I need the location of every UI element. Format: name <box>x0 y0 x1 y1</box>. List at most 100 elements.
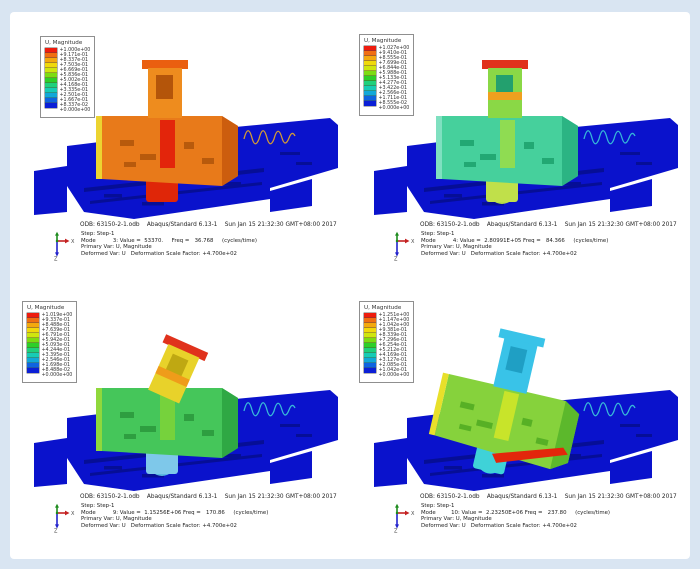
legend-rows: +1.000e+00 +9.171e-01 +8.337e-01 +7.503e… <box>45 48 90 113</box>
legend-color-swatch <box>45 58 57 63</box>
viewport-caption: ODB: 63150-2-1.odb Abaqus/Standard 6.13-… <box>10 222 350 261</box>
legend-row: +1.147e+00 <box>364 318 409 323</box>
legend-value: +1.251e+00 <box>378 313 410 318</box>
legend-value: +8.337e-01 <box>59 58 89 63</box>
odb-info: ODB: 63150-2-1.odb Abaqus/Standard 6.13-… <box>80 494 337 500</box>
legend-row: +2.566e-01 <box>364 91 409 96</box>
step-line: Step: Step-1 <box>421 503 455 509</box>
legend-value: +8.555e-01 <box>378 56 408 61</box>
legend-row: +6.254e-01 <box>364 343 409 348</box>
step-info: Step: Step-1 Mode 3: Value = 53370. Freq… <box>81 231 257 257</box>
legend-color-swatch <box>364 333 376 338</box>
machine-head <box>428 328 580 475</box>
legend-row: +1.019e+00 <box>27 313 72 318</box>
viewport-quadrant-4: U, Magnitude +1.251e+00 +1.147e+00 +1.04… <box>350 284 690 557</box>
column <box>493 328 546 394</box>
legend-color-swatch <box>364 368 376 373</box>
legend-value: +1.711e-01 <box>378 96 408 101</box>
legend-value: +7.503e-01 <box>59 63 89 68</box>
legend-rows: +1.251e+00 +1.147e+00 +1.042e+00 +9.381e… <box>364 313 409 378</box>
legend-value: +5.942e-01 <box>41 338 71 343</box>
legend-row: +8.488e-01 <box>27 323 72 328</box>
legend-color-swatch <box>364 66 376 71</box>
z-axis-arrowhead <box>395 524 399 529</box>
legend-value: +8.488e-02 <box>41 368 71 373</box>
deformed-model-view <box>374 60 678 219</box>
body-holes <box>460 140 554 167</box>
legend-value: +7.699e-01 <box>378 61 408 66</box>
legend-row: +0.000e+00 <box>364 373 410 378</box>
deformed-model-view <box>34 334 338 491</box>
primary-var-line: Primary Var: U, Magnitude <box>421 516 492 523</box>
tool-shaft <box>492 447 568 463</box>
legend-row: +4.168e-01 <box>45 83 90 88</box>
body-holes <box>458 401 549 446</box>
legend-row: +6.669e-01 <box>45 68 90 73</box>
odb-info: ODB: 63150-2-1.odb Abaqus/Standard 6.13-… <box>420 222 677 228</box>
legend-value: +2.546e-01 <box>41 358 71 363</box>
mode-line: Mode 9: Value = 1.15256E+06 Freq = 170.8… <box>81 509 269 516</box>
legend-value: +0.000e+00 <box>59 108 91 113</box>
legend-value: +5.093e-01 <box>41 343 71 348</box>
legend-row: +1.042e-01 <box>364 368 409 373</box>
legend-row: +3.422e-01 <box>364 86 409 91</box>
legend-value: +0.000e+00 <box>378 373 410 378</box>
x-axis-label: X <box>71 239 75 245</box>
legend-value: +2.566e-01 <box>378 91 408 96</box>
primary-var-line: Primary Var: U, Magnitude <box>81 516 152 523</box>
column-cap <box>162 334 209 362</box>
legend-color-swatch <box>45 78 57 83</box>
orientation-triad: X Z <box>54 503 75 533</box>
z-axis-label: Z <box>394 529 398 534</box>
x-axis-arrowhead <box>405 510 410 516</box>
triad-origin <box>55 511 59 515</box>
triad-origin <box>395 511 399 515</box>
legend-color-swatch <box>364 76 376 81</box>
legend-color-swatch <box>364 91 376 96</box>
legend-row: +1.667e-01 <box>45 98 90 103</box>
legend-row: +5.093e-01 <box>27 343 72 348</box>
legend-color-swatch <box>27 358 39 363</box>
machine-head <box>96 60 238 202</box>
legend-value: +6.254e-01 <box>378 343 408 348</box>
legend-row: +9.337e-01 <box>27 318 72 323</box>
legend-color-swatch <box>364 338 376 343</box>
x-axis-label: X <box>411 511 415 517</box>
z-axis-arrowhead <box>55 524 59 529</box>
legend-value: +4.277e-01 <box>378 81 408 86</box>
deformed-var-line: Deformed Var: U Deformation Scale Factor… <box>421 250 577 257</box>
spring-coil <box>583 402 636 417</box>
legend-color-swatch <box>364 71 376 76</box>
y-axis-arrowhead <box>395 503 399 508</box>
column-window <box>156 75 173 99</box>
legend-color-swatch <box>27 363 39 368</box>
legend-value: +4.168e-01 <box>59 83 89 88</box>
legend-row: +5.836e-01 <box>45 73 90 78</box>
viewport-quadrant-1: U, Magnitude +1.000e+00 +9.171e-01 +8.33… <box>10 12 350 284</box>
legend-value: +8.337e-02 <box>59 103 89 108</box>
deformed-var-line: Deformed Var: U Deformation Scale Factor… <box>81 250 237 257</box>
step-line: Step: Step-1 <box>81 231 115 237</box>
legend-row: +3.395e-01 <box>27 353 72 358</box>
primary-var-line: Primary Var: U, Magnitude <box>421 244 492 251</box>
contour-legend: U, Magnitude +1.251e+00 +1.147e+00 +1.04… <box>359 301 415 383</box>
legend-color-swatch <box>45 53 57 58</box>
x-axis-arrowhead <box>65 510 70 516</box>
x-axis-label: X <box>411 239 415 245</box>
legend-row: +5.002e-01 <box>45 78 90 83</box>
legend-color-swatch <box>364 363 376 368</box>
y-axis-arrowhead <box>55 231 59 236</box>
legend-row: +4.277e-01 <box>364 81 409 86</box>
step-info-row: X Z Step: Step-1 Mode 9: Value = 1.15256… <box>10 503 350 533</box>
legend-value: +2.501e-01 <box>59 93 89 98</box>
legend-row: +5.942e-01 <box>27 338 72 343</box>
legend-value: +3.395e-01 <box>41 353 71 358</box>
legend-color-swatch <box>45 98 57 103</box>
step-info: Step: Step-1 Mode 9: Value = 1.15256E+06… <box>81 503 268 529</box>
legend-color-swatch <box>45 73 57 78</box>
legend-color-swatch <box>364 81 376 86</box>
legend-value: +1.667e-01 <box>59 98 89 103</box>
z-axis-arrowhead <box>395 252 399 257</box>
legend-title: U, Magnitude <box>364 305 402 311</box>
